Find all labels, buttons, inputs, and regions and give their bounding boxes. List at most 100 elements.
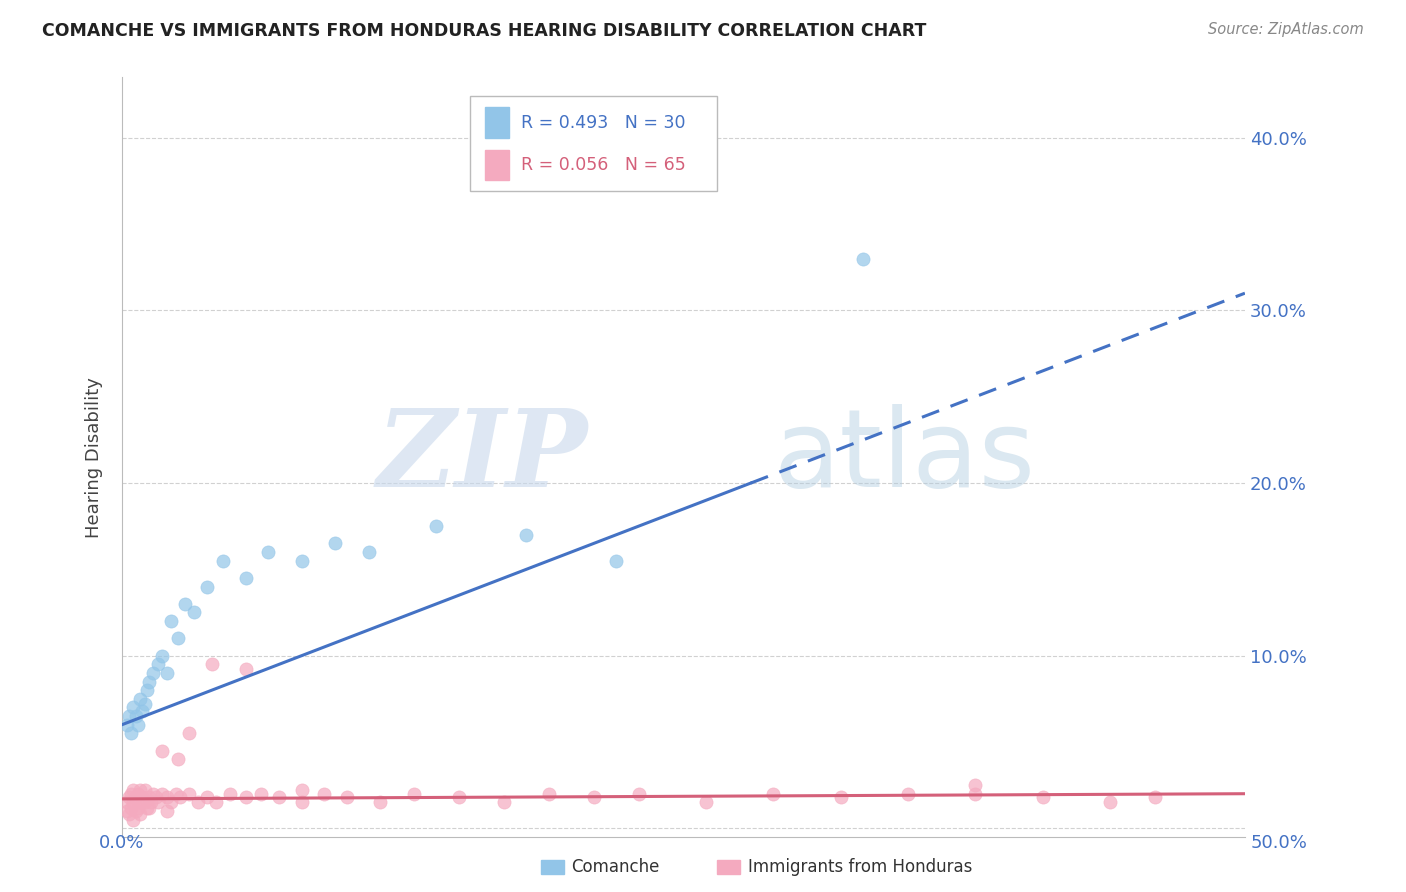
- Point: [291, 795, 314, 809]
- Point: [205, 795, 228, 809]
- Point: [118, 807, 141, 822]
- Point: [138, 800, 160, 814]
- Point: [197, 790, 219, 805]
- Point: [695, 795, 717, 809]
- Point: [402, 787, 425, 801]
- Point: [627, 787, 650, 801]
- Point: [129, 807, 152, 822]
- Point: [201, 657, 224, 672]
- Point: [129, 691, 152, 706]
- Point: [146, 657, 169, 672]
- Point: [425, 519, 447, 533]
- FancyBboxPatch shape: [485, 150, 509, 180]
- Point: [115, 804, 138, 818]
- Y-axis label: Hearing Disability: Hearing Disability: [86, 376, 103, 538]
- Point: [605, 554, 627, 568]
- Text: Comanche: Comanche: [571, 858, 659, 876]
- Point: [131, 704, 153, 718]
- Point: [124, 804, 146, 818]
- Point: [218, 787, 240, 801]
- Point: [160, 614, 183, 628]
- Text: 50.0%: 50.0%: [1251, 834, 1308, 852]
- Point: [852, 252, 875, 266]
- Point: [118, 709, 141, 723]
- Point: [122, 795, 145, 809]
- Point: [515, 528, 537, 542]
- Point: [368, 795, 391, 809]
- Point: [120, 800, 142, 814]
- Point: [156, 665, 179, 680]
- Point: [122, 783, 145, 797]
- Text: Source: ZipAtlas.com: Source: ZipAtlas.com: [1208, 22, 1364, 37]
- Point: [269, 790, 291, 805]
- Point: [235, 790, 257, 805]
- Point: [167, 632, 190, 646]
- Point: [291, 554, 314, 568]
- Point: [156, 790, 179, 805]
- Point: [120, 787, 142, 801]
- Point: [141, 795, 163, 809]
- Point: [129, 783, 152, 797]
- Point: [179, 787, 201, 801]
- Point: [179, 726, 201, 740]
- Point: [965, 787, 987, 801]
- Point: [160, 795, 183, 809]
- Point: [1032, 790, 1054, 805]
- Text: R = 0.056   N = 65: R = 0.056 N = 65: [520, 156, 685, 174]
- Point: [135, 800, 157, 814]
- Point: [359, 545, 381, 559]
- Point: [127, 800, 149, 814]
- Text: atlas: atlas: [773, 404, 1035, 510]
- Point: [142, 787, 165, 801]
- Point: [146, 795, 169, 809]
- Point: [134, 783, 156, 797]
- Point: [447, 790, 470, 805]
- Text: Immigrants from Honduras: Immigrants from Honduras: [748, 858, 973, 876]
- Point: [187, 795, 209, 809]
- Point: [325, 536, 347, 550]
- FancyBboxPatch shape: [470, 96, 717, 192]
- Text: 0.0%: 0.0%: [98, 834, 143, 852]
- Point: [336, 790, 359, 805]
- Point: [897, 787, 920, 801]
- Point: [152, 648, 174, 663]
- Point: [250, 787, 273, 801]
- Point: [492, 795, 515, 809]
- Point: [257, 545, 280, 559]
- Point: [127, 717, 149, 731]
- Point: [183, 606, 205, 620]
- Point: [830, 790, 852, 805]
- Point: [135, 683, 157, 698]
- Point: [145, 790, 167, 805]
- Point: [120, 726, 142, 740]
- Point: [122, 700, 145, 714]
- Point: [235, 571, 257, 585]
- Point: [235, 662, 257, 676]
- Point: [197, 580, 219, 594]
- Point: [118, 790, 141, 805]
- Point: [212, 554, 235, 568]
- Point: [115, 795, 138, 809]
- Point: [127, 787, 149, 801]
- Point: [169, 790, 191, 805]
- Point: [129, 795, 152, 809]
- Point: [152, 743, 174, 757]
- Point: [124, 790, 146, 805]
- Point: [582, 790, 605, 805]
- Point: [762, 787, 785, 801]
- Point: [152, 787, 174, 801]
- Point: [537, 787, 560, 801]
- Point: [174, 597, 197, 611]
- Point: [165, 787, 187, 801]
- Point: [142, 665, 165, 680]
- Text: COMANCHE VS IMMIGRANTS FROM HONDURAS HEARING DISABILITY CORRELATION CHART: COMANCHE VS IMMIGRANTS FROM HONDURAS HEA…: [42, 22, 927, 40]
- Point: [138, 790, 160, 805]
- Point: [115, 717, 138, 731]
- FancyBboxPatch shape: [485, 107, 509, 137]
- Point: [134, 697, 156, 711]
- Point: [122, 813, 145, 827]
- Point: [314, 787, 336, 801]
- Point: [156, 804, 179, 818]
- Point: [291, 783, 314, 797]
- Point: [124, 709, 146, 723]
